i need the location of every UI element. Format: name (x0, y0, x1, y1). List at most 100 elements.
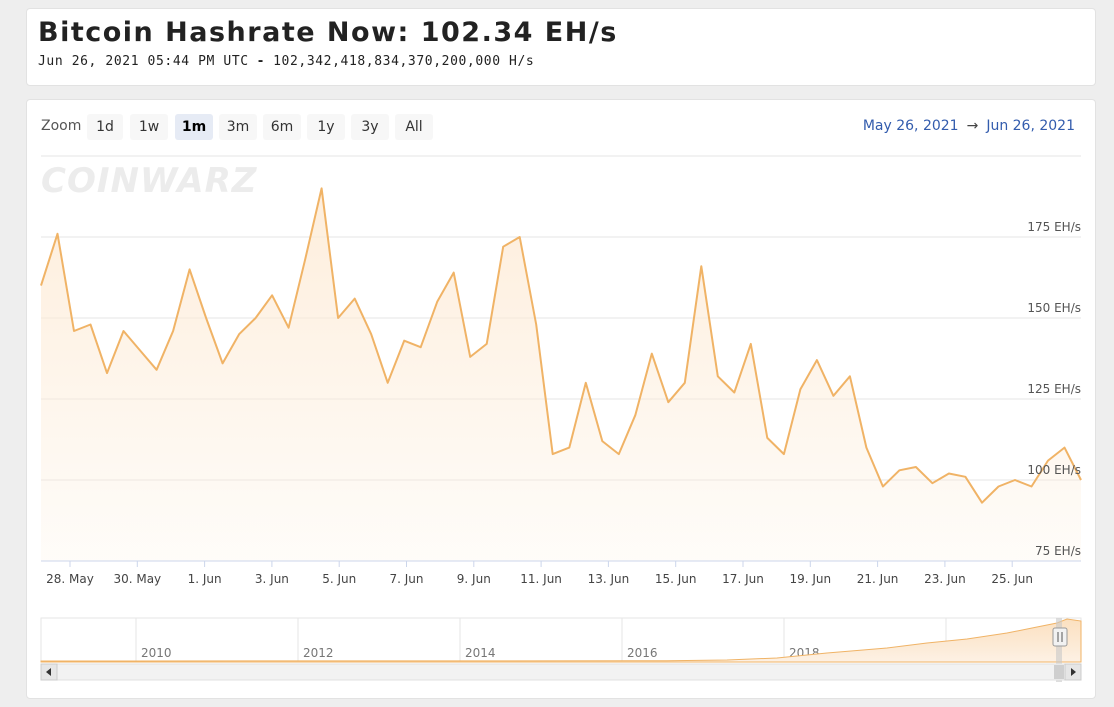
y-tick-label: 175 EH/s (1027, 220, 1081, 234)
data-point (139, 349, 141, 351)
hashrate-subtitle: Jun 26, 2021 05:44 PM UTC -102,342,418,83… (38, 54, 534, 69)
navigator-series (40, 618, 1082, 663)
data-point (320, 187, 322, 189)
data-point (601, 440, 603, 442)
data-point (452, 271, 454, 273)
data-point (370, 333, 372, 335)
navigator-year-label: 2014 (465, 646, 496, 660)
data-point (733, 391, 735, 393)
data-point (172, 330, 174, 332)
data-point (816, 359, 818, 361)
data-point (700, 265, 702, 267)
range-from[interactable]: May 26, 2021 (862, 118, 959, 134)
navigator-handle[interactable] (1052, 627, 1068, 647)
scroll-left-button[interactable] (40, 663, 58, 681)
chart-card: Zoom 1d 1w 1m 3m 6m 1y 3y All May 26, 20… (26, 99, 1096, 699)
data-point (931, 482, 933, 484)
data-point (502, 246, 504, 248)
page-title: Bitcoin Hashrate Now: 102.34 EH/s (38, 17, 618, 48)
data-point (832, 395, 834, 397)
data-point (469, 356, 471, 358)
data-point (519, 236, 521, 238)
navigator-year-label: 2010 (141, 646, 172, 660)
data-point (535, 323, 537, 325)
zoom-label: Zoom (41, 118, 82, 134)
navigator-year-label: 2016 (627, 646, 658, 660)
zoom-1y-button[interactable]: 1y (307, 114, 345, 140)
data-point (865, 446, 867, 448)
data-point (436, 301, 438, 303)
data-point (552, 453, 554, 455)
x-tick-label: 23. Jun (924, 572, 966, 586)
x-tick-label: 28. May (46, 572, 94, 586)
date-range: May 26, 2021 → Jun 26, 2021 (863, 118, 1075, 134)
navigator[interactable]: 201020122014201620182020 (40, 617, 1082, 682)
data-point (634, 414, 636, 416)
chevron-left-icon (46, 668, 51, 676)
x-tick-label: 25. Jun (991, 572, 1033, 586)
data-point (766, 437, 768, 439)
scroll-right-button[interactable] (1064, 663, 1082, 681)
zoom-3m-button[interactable]: 3m (219, 114, 257, 140)
x-tick-label: 5. Jun (322, 572, 356, 586)
zoom-3y-button[interactable]: 3y (351, 114, 389, 140)
x-tick-label: 3. Jun (255, 572, 289, 586)
zoom-1m-button[interactable]: 1m (175, 114, 213, 140)
zoom-all-button[interactable]: All (395, 114, 433, 140)
data-point (287, 327, 289, 329)
x-tick-label: 15. Jun (655, 572, 697, 586)
y-tick-label: 125 EH/s (1027, 382, 1081, 396)
data-point (1047, 459, 1049, 461)
data-point (271, 294, 273, 296)
data-point (304, 258, 306, 260)
plot-area (40, 187, 1082, 561)
data-point (40, 284, 42, 286)
x-tick-label: 19. Jun (789, 572, 831, 586)
data-point (155, 369, 157, 371)
timestamp: Jun 26, 2021 05:44 PM UTC (38, 54, 249, 69)
data-point (419, 346, 421, 348)
scrollbar-thumb[interactable] (1054, 665, 1064, 679)
x-tick-label: 11. Jun (520, 572, 562, 586)
data-point (997, 485, 999, 487)
navigator-year-label: 2012 (303, 646, 334, 660)
x-tick-label: 9. Jun (457, 572, 491, 586)
data-point (684, 382, 686, 384)
scrollbar-track (40, 663, 1082, 681)
data-point (1014, 479, 1016, 481)
data-point (667, 401, 669, 403)
data-point (56, 233, 58, 235)
data-point (73, 330, 75, 332)
data-point (386, 382, 388, 384)
data-point (618, 453, 620, 455)
data-point (486, 343, 488, 345)
data-point (799, 388, 801, 390)
y-axis: 75 EH/s 100 EH/s 125 EH/s 150 EH/s 175 EH/s (1027, 220, 1081, 558)
navigator-selection (1056, 618, 1062, 682)
coinwarz-watermark: COINWARZ (41, 161, 258, 201)
zoom-1d-button[interactable]: 1d (87, 114, 123, 140)
data-point (122, 330, 124, 332)
data-point (651, 352, 653, 354)
scrollbar[interactable] (40, 663, 1082, 681)
x-tick-label: 30. May (113, 572, 161, 586)
data-point (882, 485, 884, 487)
y-tick-label: 75 EH/s (1035, 544, 1081, 558)
zoom-1w-button[interactable]: 1w (130, 114, 168, 140)
hashrate-chart: COINWARZ 75 EH/s 100 EH/s 125 EH/s 150 EH/s… (40, 155, 1082, 682)
data-point (585, 382, 587, 384)
data-point (353, 297, 355, 299)
y-tick-label: 100 EH/s (1027, 463, 1081, 477)
data-point (238, 333, 240, 335)
data-point (915, 466, 917, 468)
range-to[interactable]: Jun 26, 2021 (986, 118, 1075, 134)
data-point (783, 453, 785, 455)
zoom-6m-button[interactable]: 6m (263, 114, 301, 140)
raw-hashrate: 102,342,418,834,370,200,000 H/s (273, 54, 535, 69)
data-point (254, 317, 256, 319)
x-tick-label: 17. Jun (722, 572, 764, 586)
data-point (1080, 479, 1082, 481)
header-card: Bitcoin Hashrate Now: 102.34 EH/s Jun 26… (26, 8, 1096, 86)
data-point (403, 339, 405, 341)
data-point (188, 268, 190, 270)
